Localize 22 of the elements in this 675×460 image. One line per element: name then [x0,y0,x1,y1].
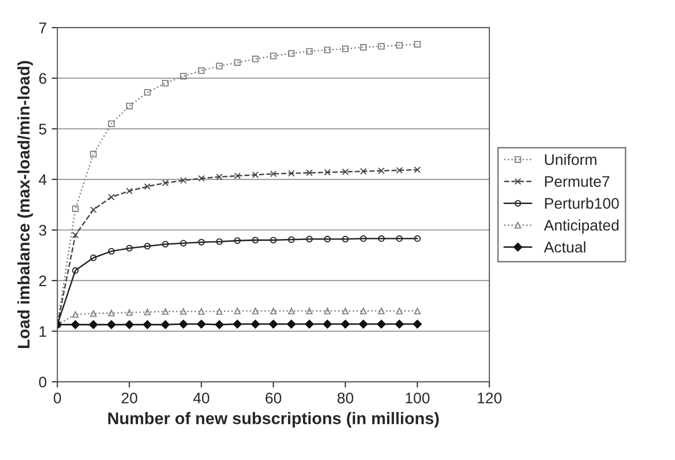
x-tick-label: 0 [54,392,62,404]
legend-label: Actual [544,241,586,253]
x-tick-label: 60 [266,392,282,404]
x-tick-label: 120 [478,392,502,404]
legend-label: Perturb100 [545,198,619,209]
y-tick-label: 7 [39,22,46,34]
y-tick-label: 2 [39,275,46,286]
y-tick-label: 5 [39,124,46,134]
legend-label: Anticipated [544,219,618,234]
legend-label: Permute7 [545,176,610,187]
y-tick-label: 1 [40,326,46,337]
x-tick-label: 100 [406,392,430,404]
y-tick-label: 6 [39,73,46,84]
y-tick-label: 4 [38,174,47,185]
legend-label: Uniform [545,154,596,166]
x-tick-label: 40 [193,392,210,404]
y-tick-label: 0 [39,376,46,388]
x-tick-label: 20 [122,392,138,404]
y-axis-title: Load imbalance (max-load/min-load) [17,61,33,348]
y-tick-label: 3 [39,224,46,236]
x-axis-title: Number of new subscriptions (in millions) [108,412,439,428]
x-tick-label: 80 [338,392,354,404]
